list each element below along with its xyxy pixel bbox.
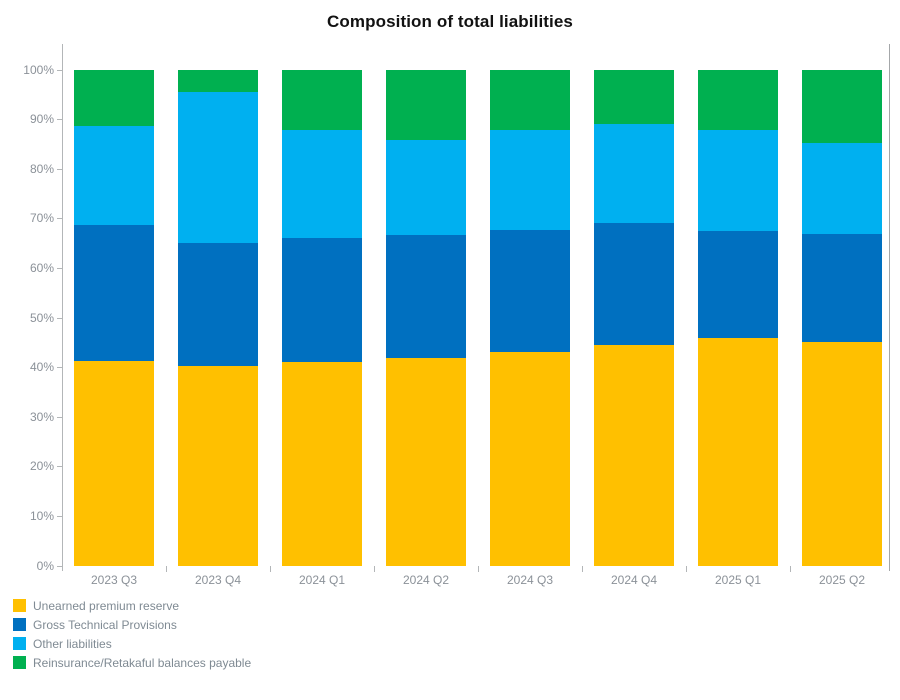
bar-2024-q1 — [282, 70, 362, 566]
bar-segment-reinsurance-retakaful-balances-payable[interactable] — [386, 70, 466, 140]
bar-segment-reinsurance-retakaful-balances-payable[interactable] — [698, 70, 778, 130]
bar-segment-other-liabilities[interactable] — [698, 129, 778, 232]
bar-segment-reinsurance-retakaful-balances-payable[interactable] — [74, 70, 154, 126]
bar-segment-unearned-premium-reserve[interactable] — [698, 337, 778, 566]
bar-segment-gross-technical-provisions[interactable] — [282, 237, 362, 363]
bar-segment-other-liabilities[interactable] — [178, 91, 258, 243]
legend-item-gross-technical-provisions[interactable]: Gross Technical Provisions — [13, 617, 251, 632]
y-axis-tick-label: 50% — [29, 311, 54, 325]
category-separator-tick — [790, 566, 791, 572]
bar-segment-other-liabilities[interactable] — [386, 139, 466, 236]
category-separator-tick — [166, 566, 167, 572]
x-axis-label: 2024 Q2 — [402, 573, 450, 587]
bar-segment-unearned-premium-reserve[interactable] — [282, 362, 362, 566]
bar-segment-unearned-premium-reserve[interactable] — [386, 358, 466, 566]
y-axis-tick-label: 40% — [29, 360, 54, 374]
y-axis-tick-label: 20% — [29, 459, 54, 473]
y-axis-tick-label: 30% — [29, 410, 54, 424]
legend-swatch-icon — [13, 637, 26, 650]
x-axis-label: 2025 Q2 — [818, 573, 866, 587]
bar-segment-gross-technical-provisions[interactable] — [698, 231, 778, 338]
x-axis-label: 2023 Q4 — [194, 573, 242, 587]
legend-swatch-icon — [13, 599, 26, 612]
y-axis-tick — [57, 417, 63, 418]
y-axis-tick-label: 100% — [23, 63, 54, 77]
x-axis-label: 2024 Q1 — [298, 573, 346, 587]
y-axis-tick — [57, 367, 63, 368]
bar-2024-q4 — [594, 70, 674, 566]
y-axis-tick — [57, 268, 63, 269]
x-axis-label: 2024 Q4 — [610, 573, 658, 587]
legend-swatch-icon — [13, 656, 26, 669]
bar-2025-q1 — [698, 70, 778, 566]
bar-segment-unearned-premium-reserve[interactable] — [74, 361, 154, 566]
chart-title: Composition of total liabilities — [327, 12, 573, 31]
bar-segment-gross-technical-provisions[interactable] — [178, 242, 258, 367]
y-axis-tick — [57, 516, 63, 517]
y-axis-tick — [57, 318, 63, 319]
y-axis-tick — [57, 566, 63, 567]
category-separator-tick — [686, 566, 687, 572]
y-axis-tick — [57, 218, 63, 219]
y-axis-tick-label: 80% — [29, 162, 54, 176]
bar-segment-other-liabilities[interactable] — [74, 125, 154, 225]
legend-item-other-liabilities[interactable]: Other liabilities — [13, 636, 251, 651]
y-axis-tick-label: 10% — [29, 509, 54, 523]
x-axis-label: 2025 Q1 — [714, 573, 762, 587]
bar-segment-other-liabilities[interactable] — [802, 142, 882, 235]
bar-segment-gross-technical-provisions[interactable] — [490, 230, 570, 353]
category-separator-tick — [374, 566, 375, 572]
legend-item-label: Reinsurance/Retakaful balances payable — [33, 655, 252, 670]
legend-item-label: Gross Technical Provisions — [33, 617, 177, 632]
plot-area: 0% 10% 20% 30% 40% 50% 60% 70% 80% 90% 100% 2023 Q3… — [23, 44, 890, 587]
bar-segment-unearned-premium-reserve[interactable] — [802, 341, 882, 566]
legend-item-unearned-premium-reserve[interactable]: Unearned premium reserve — [13, 598, 251, 613]
bar-segment-unearned-premium-reserve[interactable] — [594, 344, 674, 566]
bar-2023-q4 — [178, 70, 258, 566]
legend-item-reinsurance-retakaful-balances-payable[interactable]: Reinsurance/Retakaful balances payable — [13, 655, 252, 670]
bar-segment-reinsurance-retakaful-balances-payable[interactable] — [178, 70, 258, 92]
bar-segment-unearned-premium-reserve[interactable] — [490, 352, 570, 566]
y-axis-tick — [57, 169, 63, 170]
bar-segment-reinsurance-retakaful-balances-payable[interactable] — [282, 70, 362, 130]
y-axis-tick — [57, 466, 63, 467]
bar-segment-other-liabilities[interactable] — [490, 129, 570, 231]
category-separator-tick — [582, 566, 583, 572]
bar-2025-q2 — [802, 70, 882, 566]
bar-segment-gross-technical-provisions[interactable] — [594, 223, 674, 345]
bar-2024-q2 — [386, 70, 466, 566]
legend-item-label: Other liabilities — [33, 636, 112, 651]
legend-item-label: Unearned premium reserve — [33, 598, 180, 613]
x-axis-label: 2023 Q3 — [90, 573, 138, 587]
bar-2023-q3 — [74, 70, 154, 566]
bar-2024-q3 — [490, 70, 570, 566]
bar-segment-unearned-premium-reserve[interactable] — [178, 366, 258, 566]
legend: Unearned premium reserve Gross Technical … — [13, 599, 251, 675]
y-axis-tick-label: 0% — [36, 559, 54, 573]
category-separator-tick — [478, 566, 479, 572]
bar-segment-other-liabilities[interactable] — [282, 129, 362, 238]
x-axis-label: 2024 Q3 — [506, 573, 554, 587]
y-axis-tick-label: 60% — [29, 261, 54, 275]
bar-segment-gross-technical-provisions[interactable] — [74, 224, 154, 362]
bar-segment-gross-technical-provisions[interactable] — [802, 234, 882, 342]
y-axis-tick — [57, 70, 63, 71]
legend-swatch-icon — [13, 618, 26, 631]
category-separator-tick — [270, 566, 271, 572]
y-axis-tick-label: 90% — [29, 112, 54, 126]
bar-segment-reinsurance-retakaful-balances-payable[interactable] — [594, 70, 674, 124]
bar-segment-gross-technical-provisions[interactable] — [386, 235, 466, 359]
bar-segment-reinsurance-retakaful-balances-payable[interactable] — [490, 70, 570, 130]
bar-segment-reinsurance-retakaful-balances-payable[interactable] — [802, 70, 882, 143]
bar-segment-other-liabilities[interactable] — [594, 123, 674, 224]
y-axis-tick-label: 70% — [29, 211, 54, 225]
y-axis-tick — [57, 119, 63, 120]
